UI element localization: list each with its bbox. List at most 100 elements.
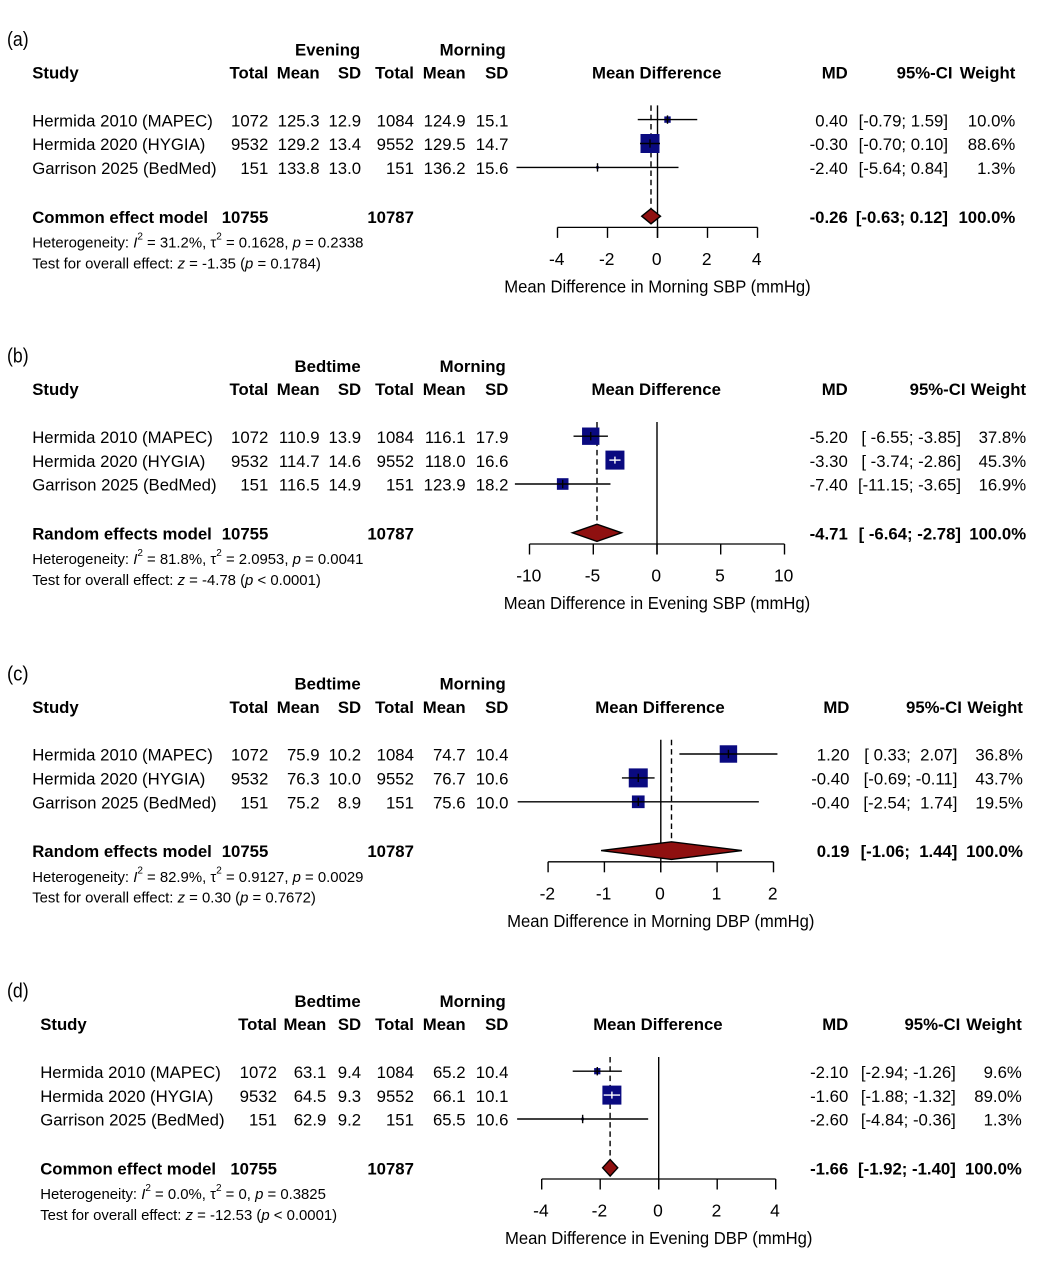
svg-text:9.4: 9.4 [338,1063,361,1082]
svg-text:-5.20: -5.20 [810,428,848,447]
svg-text:Weight: Weight [967,698,1023,717]
svg-text:[-0.63; 0.12]: [-0.63; 0.12] [856,208,948,227]
svg-text:0.19: 0.19 [817,842,850,861]
svg-text:1084: 1084 [377,428,414,447]
svg-text:66.1: 66.1 [433,1087,466,1106]
svg-text:-0.26: -0.26 [810,208,848,227]
svg-text:Mean Difference: Mean Difference [595,698,724,717]
svg-text:Hermida 2020 (HYGIA): Hermida 2020 (HYGIA) [32,770,205,789]
svg-text:Mean Difference in Evening DBP: Mean Difference in Evening DBP (mmHg) [505,1228,812,1248]
svg-text:Heterogeneity: I2 = 31.2%, τ2: Heterogeneity: I2 = 31.2%, τ2 = 0.1628, … [32,231,363,251]
svg-text:(d): (d) [7,981,29,1003]
svg-text:[-0.70; 0.10]: [-0.70; 0.10] [859,135,948,154]
svg-text:-1.60: -1.60 [810,1087,848,1106]
svg-text:10787: 10787 [367,1159,414,1178]
svg-text:Weight: Weight [966,1015,1022,1034]
svg-text:76.3: 76.3 [287,770,320,789]
svg-text:MD: MD [822,380,848,399]
svg-text:9532: 9532 [231,452,268,471]
svg-text:95%-CI: 95%-CI [910,380,966,399]
svg-text:10787: 10787 [367,208,414,227]
svg-text:Total: Total [375,698,414,717]
svg-text:1072: 1072 [231,746,268,765]
svg-text:19.5%: 19.5% [975,794,1023,813]
svg-text:SD: SD [338,698,361,717]
svg-text:[ -6.55; -3.85]: [ -6.55; -3.85] [861,428,961,447]
svg-text:10755: 10755 [222,524,269,543]
svg-text:9532: 9532 [231,770,268,789]
svg-text:[ -6.64; -2.78]: [ -6.64; -2.78] [859,524,961,543]
svg-text:151: 151 [240,159,268,178]
svg-text:1072: 1072 [231,111,268,130]
svg-text:Random effects model: Random effects model [32,524,212,543]
svg-text:Weight: Weight [960,64,1016,83]
svg-text:65.5: 65.5 [433,1111,466,1130]
svg-text:10755: 10755 [230,1159,277,1178]
svg-text:Study: Study [32,64,79,83]
svg-text:88.6%: 88.6% [968,135,1016,154]
svg-text:136.2: 136.2 [424,159,466,178]
svg-text:13.4: 13.4 [328,135,361,154]
svg-text:4: 4 [752,249,762,269]
svg-text:36.8%: 36.8% [975,746,1023,765]
svg-text:Mean Difference in Evening SBP: Mean Difference in Evening SBP (mmHg) [504,593,810,613]
svg-text:10.2: 10.2 [328,746,361,765]
svg-text:0: 0 [655,883,665,903]
svg-text:9.3: 9.3 [338,1087,361,1106]
svg-text:118.0: 118.0 [425,452,466,471]
svg-text:[-0.69; -0.11]: [-0.69; -0.11] [864,770,958,789]
svg-text:1084: 1084 [377,1063,414,1082]
svg-text:37.8%: 37.8% [979,428,1027,447]
svg-text:Hermida 2020 (HYGIA): Hermida 2020 (HYGIA) [40,1087,213,1106]
svg-text:2: 2 [768,883,778,903]
svg-text:-2.10: -2.10 [810,1063,848,1082]
svg-text:-1.66: -1.66 [810,1159,848,1178]
svg-text:-2: -2 [599,249,614,269]
svg-text:10787: 10787 [367,524,414,543]
svg-text:[-11.15; -3.65]: [-11.15; -3.65] [858,476,961,495]
svg-text:Mean: Mean [423,1015,466,1034]
svg-text:Bedtime: Bedtime [295,675,361,694]
svg-text:1072: 1072 [240,1063,277,1082]
svg-text:1084: 1084 [377,111,414,130]
svg-text:12.9: 12.9 [328,111,361,130]
svg-text:14.6: 14.6 [328,452,361,471]
svg-text:(b): (b) [7,346,29,368]
svg-text:151: 151 [386,476,414,495]
svg-text:74.7: 74.7 [433,746,466,765]
svg-text:1: 1 [712,883,722,903]
svg-text:Test for overall effect: z = 0: Test for overall effect: z = 0.30 (p = 0… [32,891,316,907]
svg-text:Mean: Mean [423,698,466,717]
svg-text:2: 2 [702,249,712,269]
svg-text:100.0%: 100.0% [958,208,1015,227]
svg-text:[-1.92; -1.40]: [-1.92; -1.40] [858,1159,956,1178]
svg-text:1.3%: 1.3% [977,159,1015,178]
svg-text:18.2: 18.2 [476,476,509,495]
svg-text:75.6: 75.6 [433,794,466,813]
svg-text:9532: 9532 [231,135,268,154]
svg-text:-2: -2 [592,1201,607,1221]
svg-text:9.6%: 9.6% [984,1063,1022,1082]
svg-text:Garrison 2025 (BedMed): Garrison 2025 (BedMed) [32,794,216,813]
svg-text:SD: SD [338,1015,361,1034]
svg-text:Mean: Mean [277,380,320,399]
svg-text:-4: -4 [533,1201,549,1221]
svg-text:0: 0 [651,566,661,586]
svg-text:62.9: 62.9 [294,1111,327,1130]
svg-text:125.3: 125.3 [278,111,320,130]
svg-text:MD: MD [823,698,849,717]
svg-text:10787: 10787 [367,842,414,861]
svg-text:Hermida 2020 (HYGIA): Hermida 2020 (HYGIA) [32,135,205,154]
svg-text:Test for overall effect: z = -: Test for overall effect: z = -4.78 (p < … [32,573,321,589]
svg-text:100.0%: 100.0% [969,524,1026,543]
svg-text:Hermida 2020 (HYGIA): Hermida 2020 (HYGIA) [32,452,205,471]
svg-text:9532: 9532 [240,1087,277,1106]
svg-text:Hermida 2010 (MAPEC): Hermida 2010 (MAPEC) [32,428,213,447]
svg-text:Total: Total [230,64,269,83]
svg-text:Common effect model: Common effect model [32,208,208,227]
svg-text:Bedtime: Bedtime [295,357,361,376]
svg-text:151: 151 [386,1111,414,1130]
svg-text:15.1: 15.1 [476,111,509,130]
svg-text:-7.40: -7.40 [810,476,848,495]
svg-text:[ -3.74; -2.86]: [ -3.74; -2.86] [861,452,961,471]
